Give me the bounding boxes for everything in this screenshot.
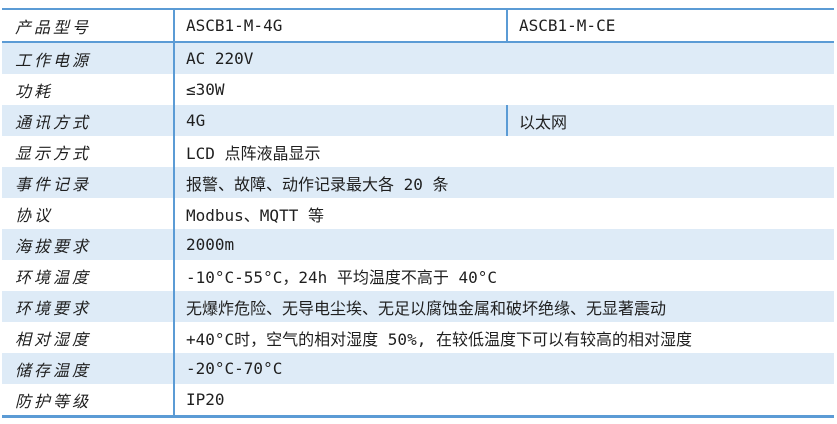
table-row: 海拔要求 2000m [2, 229, 834, 260]
spec-value: AC 220V [186, 49, 254, 68]
table-row: 通讯方式 4G 以太网 [2, 105, 834, 136]
table-row: 环境要求 无爆炸危险、无导电尘埃、无足以腐蚀金属和破坏绝缘、无显著震动 [2, 291, 834, 322]
table-row: 事件记录 报警、故障、动作记录最大各 20 条 [2, 167, 834, 198]
table-row: 功耗 ≤30W [2, 74, 834, 105]
table-row: 协议 Modbus、MQTT 等 [2, 198, 834, 229]
spec-label: 储存温度 [2, 353, 175, 384]
spec-label: 工作电源 [2, 43, 175, 74]
table-row: 产品型号 ASCB1-M-4G ASCB1-M-CE [2, 10, 834, 43]
spec-value: LCD 点阵液晶显示 [186, 143, 321, 163]
spec-label: 防护等级 [2, 384, 175, 415]
spec-value: 以太网 [506, 105, 834, 136]
spec-value: 报警、故障、动作记录最大各 20 条 [186, 174, 449, 194]
spec-label: 协议 [2, 198, 175, 229]
table-row: 储存温度 -20°C-70°C [2, 353, 834, 384]
spec-label: 产品型号 [2, 10, 175, 41]
spec-label: 海拔要求 [2, 229, 175, 260]
spec-value: ≤30W [186, 80, 225, 99]
spec-value: +40°C时，空气的相对湿度 50%, 在较低温度下可以有较高的相对湿度 [186, 329, 692, 349]
spec-value: IP20 [186, 390, 225, 409]
spec-value: Modbus、MQTT 等 [186, 205, 324, 225]
spec-value: 2000m [186, 235, 235, 254]
spec-table: 产品型号 ASCB1-M-4G ASCB1-M-CE 工作电源 AC 220V 功耗 ≤30… [2, 8, 834, 418]
spec-label: 事件记录 [2, 167, 175, 198]
table-row: 相对湿度 +40°C时，空气的相对湿度 50%, 在较低温度下可以有较高的相对湿度 [2, 322, 834, 353]
spec-label: 相对湿度 [2, 322, 175, 353]
spec-label: 环境温度 [2, 260, 175, 291]
spec-value: 无爆炸危险、无导电尘埃、无足以腐蚀金属和破坏绝缘、无显著震动 [186, 298, 667, 318]
spec-value: -20°C-70°C [186, 359, 283, 378]
spec-value: ASCB1-M-CE [506, 10, 834, 41]
spec-value: -10°C-55°C，24h 平均温度不高于 40°C [186, 267, 498, 287]
table-row: 防护等级 IP20 [2, 384, 834, 415]
spec-label: 显示方式 [2, 136, 175, 167]
spec-label: 环境要求 [2, 291, 175, 322]
table-row: 环境温度 -10°C-55°C，24h 平均温度不高于 40°C [2, 260, 834, 291]
spec-value: ASCB1-M-4G [186, 16, 283, 35]
table-row: 工作电源 AC 220V [2, 43, 834, 74]
spec-label: 通讯方式 [2, 105, 175, 136]
spec-value: 4G [186, 111, 206, 130]
table-row: 显示方式 LCD 点阵液晶显示 [2, 136, 834, 167]
spec-label: 功耗 [2, 74, 175, 105]
